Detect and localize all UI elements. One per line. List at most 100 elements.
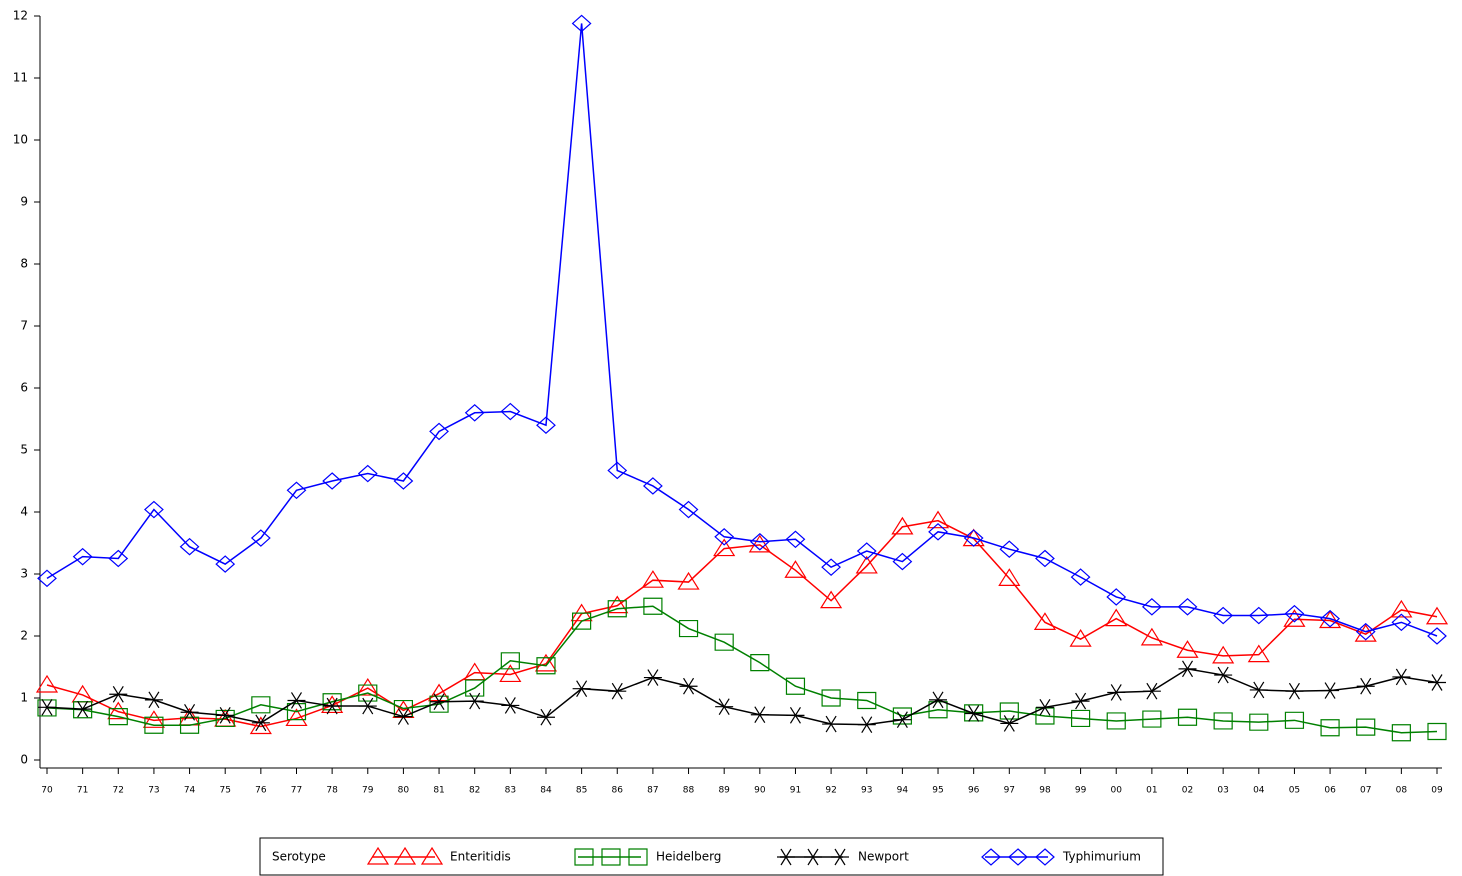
data-point [892, 552, 913, 571]
data-point [606, 595, 629, 614]
data-point [929, 691, 948, 709]
data-point [784, 560, 807, 578]
data-point [1249, 681, 1268, 699]
legend-marker [981, 848, 1001, 866]
x-tick-label: 73 [148, 786, 159, 796]
data-point [536, 657, 556, 675]
data-point [38, 698, 56, 716]
data-point [857, 691, 877, 710]
data-point [748, 534, 771, 553]
data-point [1320, 719, 1340, 737]
data-point [1283, 609, 1306, 627]
data-point [1069, 628, 1092, 647]
data-point [856, 542, 877, 560]
data-point [926, 510, 950, 529]
data-point [857, 716, 876, 733]
data-point [678, 619, 699, 638]
data-point [1178, 660, 1197, 678]
data-point [1356, 677, 1375, 695]
data-point [1356, 718, 1376, 736]
x-tick-label: 95 [932, 786, 943, 796]
data-point [999, 540, 1020, 559]
x-tick-label: 04 [1253, 786, 1265, 796]
data-point [963, 529, 984, 547]
data-point [1284, 604, 1305, 623]
legend-label: Enteritidis [450, 850, 511, 864]
data-point [572, 680, 591, 698]
x-tick-label: 81 [433, 786, 444, 796]
x-tick-label: 74 [184, 786, 196, 796]
data-point [501, 697, 520, 714]
data-point [465, 679, 485, 697]
data-point [430, 693, 449, 711]
data-point [1428, 674, 1446, 691]
data-point [714, 633, 734, 651]
data-point [1107, 684, 1126, 701]
data-point [1142, 682, 1161, 700]
data-point [1140, 627, 1163, 646]
data-point [1033, 612, 1057, 630]
y-tick-label: 4 [20, 505, 28, 519]
x-tick-label: 77 [291, 786, 302, 796]
data-point [536, 708, 555, 726]
data-point [358, 697, 377, 715]
data-point [1070, 568, 1091, 586]
data-point [71, 684, 94, 703]
data-point [323, 697, 342, 715]
data-point [500, 402, 521, 421]
x-tick-label: 97 [1004, 786, 1015, 796]
data-point [642, 477, 663, 495]
data-point [1427, 722, 1447, 741]
legend-marker [1008, 848, 1028, 866]
data-point [536, 416, 556, 435]
data-point [713, 538, 736, 557]
x-tick-label: 92 [825, 786, 836, 796]
legend-box [259, 837, 1164, 876]
data-point [786, 707, 805, 724]
x-tick-label: 79 [362, 786, 374, 796]
data-point [1321, 682, 1340, 699]
data-point [1106, 712, 1126, 730]
y-tick-label: 8 [20, 257, 28, 271]
data-point [73, 700, 92, 718]
data-point [1176, 640, 1199, 658]
data-point [73, 701, 93, 719]
x-tick-label: 06 [1324, 786, 1336, 796]
data-point [1141, 598, 1162, 616]
data-point [964, 705, 983, 722]
data-point [821, 558, 842, 576]
data-point [1214, 666, 1233, 684]
y-tick-label: 11 [13, 71, 28, 85]
data-point [500, 652, 520, 670]
data-point [250, 529, 271, 547]
y-tick-label: 7 [20, 319, 28, 333]
legend-marker [393, 846, 417, 865]
data-point [891, 516, 914, 535]
data-point [321, 695, 344, 714]
series-line [46, 23, 1438, 637]
data-point [1284, 711, 1305, 729]
data-point [1392, 668, 1411, 686]
x-tick-label: 89 [718, 786, 730, 796]
data-point [427, 683, 451, 702]
data-point [820, 590, 843, 609]
data-point [1285, 682, 1304, 700]
data-point [1248, 606, 1269, 625]
data-point [251, 696, 271, 714]
x-tick-label: 08 [1396, 786, 1408, 796]
x-tick-label: 90 [754, 786, 766, 796]
data-point [715, 698, 734, 715]
data-point [785, 677, 806, 695]
data-point [216, 707, 235, 724]
y-tick-label: 3 [20, 567, 28, 581]
data-point [998, 568, 1021, 586]
x-tick-label: 87 [647, 786, 658, 796]
data-point [251, 714, 270, 732]
legend-label: Newport [858, 850, 909, 864]
data-point [855, 555, 878, 574]
x-tick-label: 80 [398, 786, 410, 796]
x-tick-label: 72 [113, 786, 124, 796]
legend-marker [1035, 848, 1055, 866]
data-point [534, 653, 558, 672]
